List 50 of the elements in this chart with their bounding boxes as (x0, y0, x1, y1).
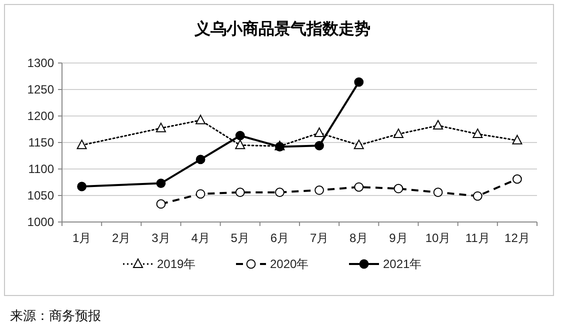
legend-label: 2020年 (270, 257, 309, 271)
point (314, 186, 324, 195)
legend-label: 2019年 (157, 257, 196, 271)
x-tick-label: 3月 (152, 231, 170, 245)
point (354, 182, 364, 192)
x-tick-label: 4月 (191, 231, 210, 245)
point (235, 188, 245, 198)
point (314, 140, 324, 150)
x-tick-label: 11月 (465, 231, 490, 245)
point (196, 189, 206, 199)
y-tick-label: 1100 (28, 162, 54, 176)
x-tick-label: 6月 (270, 231, 290, 245)
y-tick-label: 1250 (27, 82, 54, 96)
y-tick-label: 1000 (27, 215, 54, 229)
x-tick-label: 1月 (72, 231, 92, 245)
point (433, 188, 443, 198)
y-tick-label: 1150 (28, 136, 54, 150)
point (196, 154, 206, 164)
point (472, 128, 483, 138)
x-tick-label: 2月 (112, 231, 131, 245)
x-tick-label: 12月 (504, 231, 530, 245)
point (512, 134, 522, 144)
point (394, 184, 404, 194)
x-tick-label: 10月 (425, 231, 451, 245)
legend-label: 2021年 (383, 257, 422, 271)
y-tick-label: 1300 (27, 56, 54, 70)
point (472, 191, 482, 201)
point (314, 127, 324, 137)
point (275, 188, 284, 198)
y-tick-label: 1050 (27, 188, 54, 202)
point (393, 128, 404, 138)
point (512, 174, 522, 184)
x-tick-label: 8月 (350, 231, 368, 245)
point (235, 130, 245, 140)
point (235, 140, 246, 150)
point (354, 140, 364, 150)
point (76, 140, 87, 150)
x-tick-label: 5月 (230, 231, 250, 245)
point (156, 199, 166, 209)
point (156, 178, 166, 188)
point (354, 77, 364, 87)
chart-title: 义乌小商品景气指数走势 (194, 20, 370, 38)
point (156, 122, 166, 132)
point (433, 120, 444, 130)
y-tick-label: 1200 (27, 109, 54, 123)
x-tick-label: 7月 (310, 231, 329, 245)
point (77, 182, 86, 192)
x-tick-label: 9月 (389, 231, 408, 245)
point (196, 114, 206, 124)
source-note: 来源：商务预报 (10, 308, 101, 323)
